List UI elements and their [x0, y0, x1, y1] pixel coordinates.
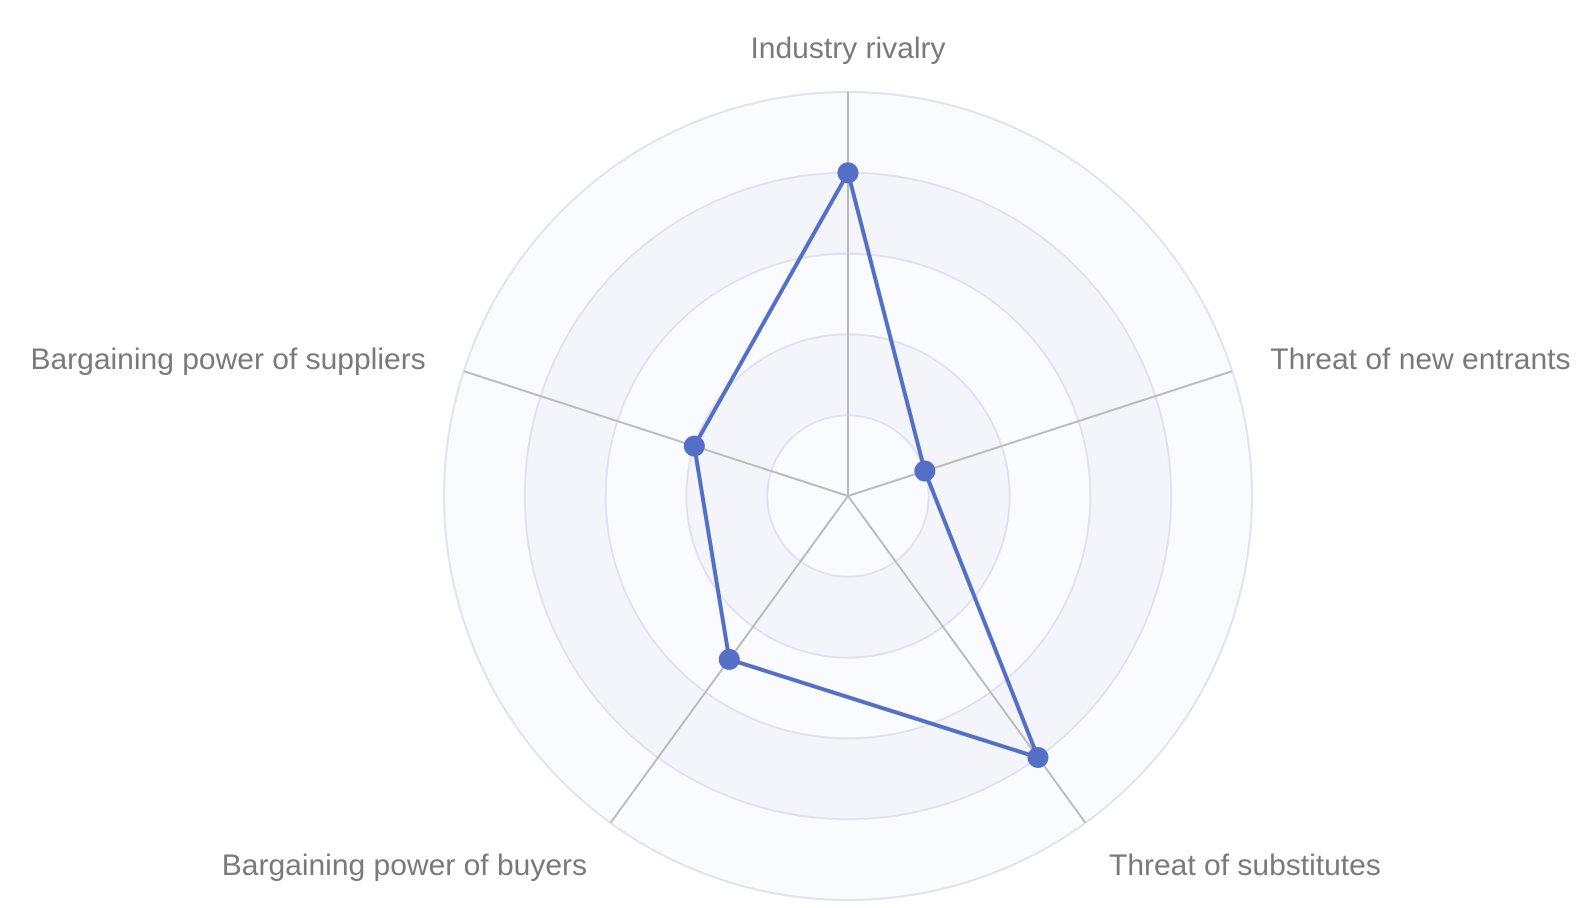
radar-data-point[interactable] [914, 460, 936, 482]
radar-axis-label: Threat of new entrants [1270, 343, 1570, 376]
radar-axis-label: Threat of substitutes [1109, 849, 1381, 882]
radar-axis-labels: Industry rivalry Threat of new entrants Th… [30, 32, 1570, 882]
radar-data-point[interactable] [683, 435, 705, 457]
radar-axis-label: Bargaining power of buyers [222, 849, 587, 882]
radar-data-point[interactable] [1027, 746, 1049, 768]
radar-axis-lines [463, 92, 1233, 824]
radar-series [683, 162, 1049, 768]
radar-series-line [692, 170, 1040, 760]
radar-axis-line [463, 370, 849, 497]
radar-data-point[interactable] [718, 648, 740, 670]
radar-axis-label: Industry rivalry [750, 32, 945, 65]
radar-axis-line [847, 370, 1233, 497]
radar-axis-label: Bargaining power of suppliers [30, 343, 425, 376]
radar-data-point[interactable] [837, 162, 859, 184]
radar-axis-line [847, 495, 1087, 824]
